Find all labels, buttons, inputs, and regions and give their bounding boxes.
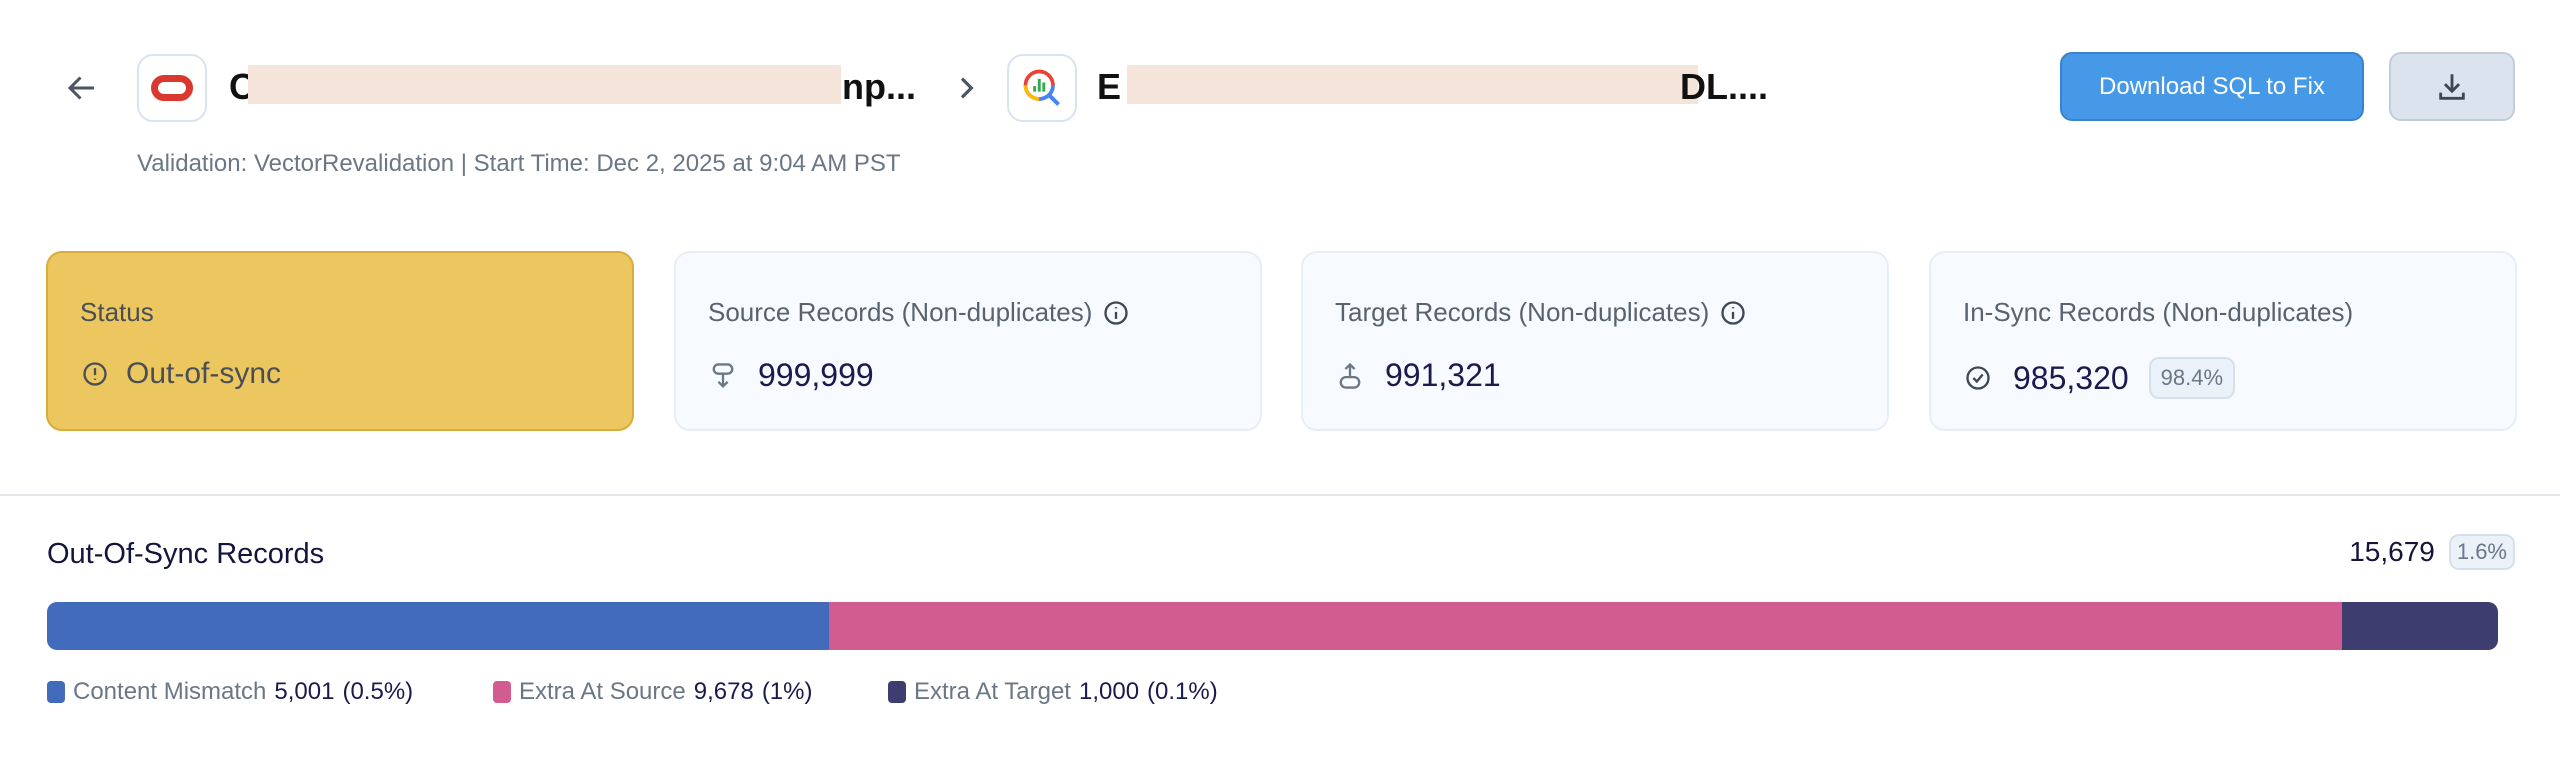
legend-item-extra-at-source: Extra At Source 9,678 (1%) — [493, 678, 812, 706]
download-icon — [2439, 73, 2465, 100]
chevron-right-icon — [950, 70, 982, 111]
out-of-sync-title: Out-Of-Sync Records — [47, 538, 325, 570]
back-button[interactable] — [64, 70, 100, 106]
legend-swatch — [888, 681, 906, 703]
arrow-left-icon — [67, 76, 94, 100]
check-circle-icon — [1963, 363, 1993, 393]
status-label: Status — [80, 297, 154, 327]
legend-swatch — [493, 681, 511, 703]
target-records-label: Target Records (Non-duplicates) — [1335, 297, 1710, 327]
source-icon — [708, 361, 738, 391]
out-of-sync-bar — [47, 602, 2498, 650]
legend-percent: (0.1%) — [1147, 678, 1218, 705]
legend-count: 5,001 — [274, 678, 335, 705]
target-title-end: DL.... — [1680, 66, 1768, 107]
source-records-card: Source Records (Non-duplicates) 999,999 — [674, 251, 1262, 431]
redacted-source-name — [248, 65, 841, 104]
legend-percent: (0.5%) — [342, 678, 414, 705]
status-card: Status Out-of-sync — [46, 251, 634, 431]
in-sync-records-value: 985,320 — [2013, 359, 2129, 396]
validation-subtitle: Validation: VectorRevalidation | Start T… — [137, 150, 901, 177]
status-value: Out-of-sync — [126, 357, 282, 390]
legend-count: 1,000 — [1078, 678, 1140, 705]
bar-segment-content-mismatch — [47, 602, 829, 650]
target-icon — [1335, 361, 1365, 391]
bar-segment-extra-at-source — [828, 602, 2342, 650]
info-icon[interactable] — [1719, 299, 1747, 327]
legend-percent: (1%) — [761, 678, 813, 705]
bigquery-logo-icon — [1007, 54, 1077, 122]
source-records-value: 999,999 — [758, 357, 874, 393]
source-title-end: np... — [842, 66, 916, 107]
redacted-target-name — [1127, 65, 1698, 104]
in-sync-percent-badge: 98.4% — [2148, 357, 2236, 399]
legend-label: Content Mismatch — [73, 678, 267, 705]
download-sql-button[interactable]: Download SQL to Fix — [2060, 52, 2364, 121]
legend-item-content-mismatch: Content Mismatch 5,001 (0.5%) — [47, 678, 413, 706]
source-records-label: Source Records (Non-duplicates) — [708, 297, 1093, 327]
in-sync-records-card: In-Sync Records (Non-duplicates) 985,320… — [1929, 251, 2517, 431]
legend-label: Extra At Source — [519, 678, 686, 705]
legend-count: 9,678 — [693, 678, 754, 705]
target-records-card: Target Records (Non-duplicates) 991,321 — [1301, 251, 1889, 431]
out-of-sync-total: 15,679 — [2349, 536, 2435, 567]
legend-swatch — [47, 681, 65, 703]
info-icon[interactable] — [1102, 299, 1130, 327]
target-title-start: E — [1097, 66, 1122, 107]
out-of-sync-percent-badge: 1.6% — [2448, 534, 2515, 570]
download-button[interactable] — [2389, 52, 2515, 121]
bar-segment-extra-at-target — [2341, 602, 2498, 650]
section-divider — [0, 494, 2560, 496]
target-records-value: 991,321 — [1385, 357, 1501, 393]
in-sync-records-label: In-Sync Records (Non-duplicates) — [1963, 297, 2354, 327]
legend-label: Extra At Target — [914, 678, 1071, 705]
alert-circle-icon — [80, 359, 110, 389]
legend-item-extra-at-target: Extra At Target 1,000 (0.1%) — [888, 678, 1218, 706]
oracle-logo-icon — [137, 54, 207, 122]
